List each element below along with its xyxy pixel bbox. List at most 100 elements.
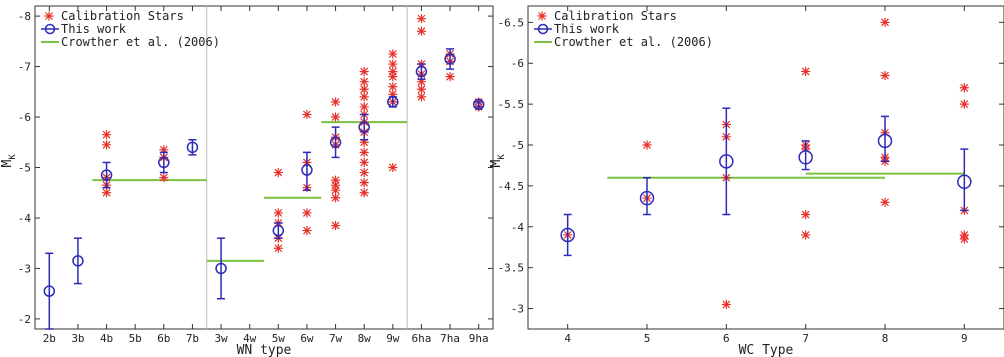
calibration-star-marker <box>102 140 112 150</box>
x-tick-label: 4w <box>243 332 257 345</box>
legend-label-crowther: Crowther et al. (2006) <box>554 35 713 49</box>
y-tick-label: -6 <box>511 57 524 70</box>
calibration-star-marker <box>102 130 112 140</box>
calibration-star-marker <box>388 162 398 173</box>
x-tick-label: 4b <box>100 332 113 345</box>
calibration-star-marker <box>416 77 426 87</box>
y-axis-title-main: M <box>0 160 15 168</box>
x-axis-title: WN type <box>237 343 292 357</box>
calibration-star-marker <box>959 230 969 240</box>
x-tick-label: 9w <box>386 332 400 345</box>
calibration-star-marker <box>416 84 426 94</box>
x-tick-label: 5 <box>644 332 651 345</box>
y-tick-label: -6 <box>18 111 31 124</box>
this-work-marker <box>272 224 285 237</box>
calibration-star-marker <box>359 92 369 102</box>
calibration-star-marker <box>388 67 398 77</box>
calibration-star-marker <box>359 77 369 87</box>
calibration-star-marker <box>388 82 398 92</box>
calibration-star-marker <box>388 72 398 82</box>
x-tick-label: 3b <box>71 332 84 345</box>
this-work-marker <box>186 141 199 154</box>
calibration-star-marker <box>445 72 455 82</box>
calibration-star-marker <box>331 180 341 190</box>
x-tick-label: 7w <box>329 332 343 345</box>
this-work-marker <box>215 262 227 275</box>
this-work-marker <box>301 164 313 176</box>
x-tick-label: 9 <box>961 332 968 345</box>
calibration-star-marker <box>959 99 969 109</box>
y-tick-label: -4.5 <box>498 180 525 193</box>
this-work-marker <box>798 150 813 165</box>
calibration-star-marker <box>416 26 426 36</box>
y-axis-title-sub: K <box>8 154 18 160</box>
y-tick-label: -7 <box>18 61 31 74</box>
wn-panel: -2 -3 -4 -5 -6 -7 -8 2b 3b 4b 5b 6b 7b 3w 4w 5w 6w 7w 8w 9w… <box>0 5 494 357</box>
wc-panel: -3 -3.5 -4 -4.5 -5 -5.5 -6 -6.5 4 5 6 7 8 9 WC Type MK C… <box>489 5 1004 357</box>
this-work-marker <box>329 136 342 149</box>
calibration-star-marker <box>388 49 398 59</box>
calibration-star-marker <box>359 188 369 198</box>
x-tick-label: 5b <box>129 332 142 345</box>
x-axis-title: WC Type <box>739 343 794 357</box>
y-axis-title-sub: K <box>497 154 507 160</box>
x-tick-label: 7ha <box>440 332 460 345</box>
y-tick-label: -5.5 <box>498 98 525 111</box>
legend-label-this-work: This work <box>554 22 620 36</box>
calibration-star-marker <box>537 11 547 21</box>
x-tick-label: 6b <box>157 332 170 345</box>
this-work-marker <box>415 65 428 78</box>
plot-frame <box>34 5 494 330</box>
calibration-star-marker <box>44 11 54 21</box>
y-tick-label: -3 <box>511 303 524 316</box>
x-tick-label: 8w <box>358 332 372 345</box>
this-work-marker <box>387 96 399 108</box>
calibration-star-marker <box>388 89 398 99</box>
y-tick-label: -6.5 <box>498 16 525 29</box>
this-work-marker <box>72 255 84 267</box>
x-tick-label: 5w <box>272 332 286 345</box>
calibration-star-marker <box>359 147 369 157</box>
y-tick-label: -3.5 <box>498 262 525 275</box>
x-tick-label: 9ha <box>469 332 489 345</box>
legend-label-calibration: Calibration Stars <box>554 9 677 23</box>
calibration-star-marker <box>331 112 341 122</box>
calibration-star-marker <box>302 109 312 120</box>
calibration-star-marker <box>880 17 890 27</box>
calibration-star-marker <box>359 137 369 147</box>
calibration-star-marker <box>331 175 341 185</box>
x-tick-label: 2b <box>43 332 56 345</box>
calibration-star-marker <box>331 185 341 195</box>
this-work-marker <box>100 169 113 181</box>
legend-label-crowther: Crowther et al. (2006) <box>61 35 220 49</box>
y-tick-label: -5 <box>18 162 31 175</box>
y-axis-title: MK <box>489 154 507 168</box>
calibration-star-marker <box>273 208 283 218</box>
y-tick-label: -4 <box>18 212 32 225</box>
calibration-star-marker <box>359 167 369 178</box>
legend-marker-this-work <box>537 23 549 35</box>
calibration-star-marker <box>801 66 811 76</box>
this-work-marker <box>639 190 655 206</box>
calibration-star-marker <box>642 140 652 150</box>
calibration-star-marker <box>721 299 731 310</box>
calibration-star-marker <box>359 84 369 94</box>
calibration-star-marker <box>359 67 369 77</box>
calibration-star-marker <box>159 173 169 183</box>
x-tick-label: 7 <box>802 332 809 345</box>
x-tick-label: 6w <box>300 332 314 345</box>
y-tick-label: -3 <box>18 262 31 275</box>
calibration-star-marker <box>416 92 426 102</box>
calibration-star-marker <box>331 193 341 203</box>
calibration-star-marker <box>416 14 426 24</box>
calibration-star-marker <box>388 59 398 69</box>
this-work-marker <box>158 156 170 169</box>
legend-label-this-work: This work <box>61 22 127 36</box>
plot-frame <box>527 5 1004 330</box>
x-tick-label: 4 <box>564 332 571 345</box>
calibration-star-marker <box>880 197 890 207</box>
calibration-star-marker <box>302 226 312 236</box>
this-work-marker <box>877 133 893 149</box>
